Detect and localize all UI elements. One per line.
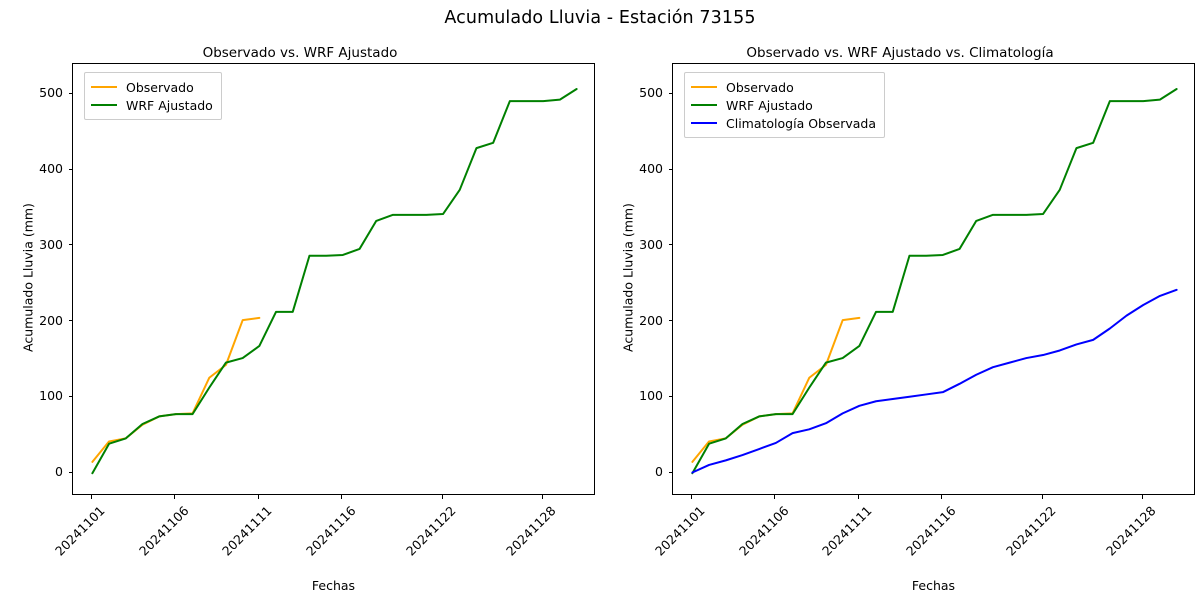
y-tick-mark: [68, 92, 72, 94]
y-tick-label: 0: [55, 464, 63, 480]
y-tick-mark: [68, 244, 72, 246]
legend-label: Observado: [726, 79, 794, 95]
line-chart-right: [691, 88, 1178, 475]
x-tick-mark: [1141, 495, 1143, 499]
y-tick-mark: [668, 471, 672, 473]
x-tick-mark: [541, 495, 543, 499]
y-tick-mark: [668, 168, 672, 170]
y-tick-label: 400: [639, 161, 663, 177]
legend-label: WRF Ajustado: [726, 97, 813, 113]
x-tick-mark: [857, 495, 859, 499]
x-tick-mark: [341, 495, 343, 499]
y-tick-mark: [68, 320, 72, 322]
y-tick-label: 400: [39, 161, 63, 177]
x-tick-mark: [1041, 495, 1043, 499]
x-tick-label: 20241111: [819, 503, 875, 559]
series-line-wrf-ajustado: [91, 88, 578, 475]
legend-line-swatch: [91, 86, 117, 88]
x-tick-mark: [90, 495, 92, 499]
legend-entry[interactable]: Climatología Observada: [691, 114, 876, 132]
series-line-climatolog-a-observada: [691, 288, 1178, 474]
x-tick-label: 20241122: [1003, 503, 1059, 559]
y-tick-label: 100: [639, 388, 663, 404]
y-axis-label-left: Acumulado Lluvia (mm): [20, 203, 36, 352]
line-chart-left: [91, 88, 578, 475]
legend-entry[interactable]: Observado: [91, 78, 213, 96]
x-tick-label: 20241128: [503, 503, 559, 559]
y-tick-mark: [68, 168, 72, 170]
x-tick-mark: [690, 495, 692, 499]
legend-line-swatch: [91, 104, 117, 106]
x-tick-label: 20241101: [52, 503, 108, 559]
y-tick-label: 300: [39, 236, 63, 252]
axes-title-left: Observado vs. WRF Ajustado: [202, 45, 398, 61]
y-tick-label: 500: [39, 85, 63, 101]
legend-right: Observado WRF Ajustado Climatología Observ…: [684, 72, 885, 138]
panel-observado-vs-wrf-vs-clima: Observado vs. WRF Ajustado vs. Climatolo…: [600, 0, 1200, 600]
figure-suptitle: Acumulado Lluvia - Estación 73155: [444, 8, 756, 28]
x-axis-label-left: Fechas: [311, 578, 356, 593]
legend-label: WRF Ajustado: [126, 97, 213, 113]
x-axis-label-right: Fechas: [911, 578, 956, 593]
legend-entry[interactable]: WRF Ajustado: [91, 96, 213, 114]
y-tick-mark: [668, 395, 672, 398]
y-axis-label-right: Acumulado Lluvia (mm): [620, 203, 636, 352]
x-tick-label: 20241101: [652, 503, 708, 559]
x-tick-mark: [941, 495, 943, 499]
x-tick-mark: [441, 495, 443, 499]
y-tick-label: 200: [39, 312, 63, 328]
series-line-wrf-ajustado: [691, 88, 1178, 475]
legend-label: Climatología Observada: [726, 115, 876, 131]
x-tick-label: 20241122: [403, 503, 459, 559]
axes-title-right: Observado vs. WRF Ajustado vs. Climatolo…: [746, 45, 1054, 61]
y-tick-label: 100: [39, 388, 63, 404]
legend-line-swatch: [691, 122, 717, 124]
x-tick-label: 20241128: [1103, 503, 1159, 559]
x-tick-mark: [174, 495, 176, 499]
x-tick-label: 20241116: [302, 503, 359, 559]
legend-entry[interactable]: WRF Ajustado: [691, 96, 876, 114]
y-tick-label: 500: [639, 85, 663, 101]
y-tick-mark: [668, 244, 672, 246]
legend-entry[interactable]: Observado: [691, 78, 876, 96]
x-tick-label: 20241106: [735, 503, 792, 559]
legend-line-swatch: [691, 86, 717, 88]
plot-area-left: [72, 63, 595, 495]
y-tick-mark: [668, 320, 672, 322]
y-tick-label: 200: [639, 312, 663, 328]
x-tick-label: 20241106: [135, 503, 192, 559]
legend-line-swatch: [691, 104, 717, 106]
y-tick-mark: [68, 471, 72, 473]
legend-label: Observado: [126, 79, 194, 95]
x-tick-mark: [774, 495, 776, 499]
panel-observado-vs-wrf: Observado vs. WRF Ajustado Acumulado Llu…: [20, 45, 595, 593]
y-tick-label: 0: [655, 464, 663, 480]
y-tick-mark: [668, 92, 672, 94]
y-tick-mark: [68, 395, 72, 398]
x-tick-mark: [257, 495, 259, 499]
y-tick-label: 300: [639, 236, 663, 252]
x-tick-label: 20241116: [902, 503, 959, 559]
legend-left: Observado WRF Ajustado: [84, 72, 222, 120]
x-tick-label: 20241111: [219, 503, 275, 559]
